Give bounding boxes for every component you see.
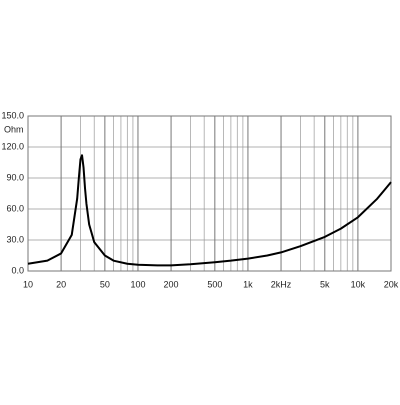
- impedance-line: [27, 154, 392, 267]
- x-tick-label: 1k: [243, 279, 253, 289]
- x-tick-label: 5k: [320, 279, 330, 289]
- y-tick-label: 120.0: [1, 141, 24, 151]
- y-tick-label: 30.0: [6, 234, 24, 244]
- y-unit: Ohm: [4, 124, 24, 134]
- y-tick-label: 0.0: [11, 265, 24, 275]
- x-tick-label: 10k: [351, 279, 366, 289]
- plot-frame: [27, 115, 392, 272]
- x-tick-label: 200: [164, 279, 179, 289]
- x-tick-label: 20k: [384, 279, 399, 289]
- x-tick-label: 500: [207, 279, 222, 289]
- y-tick-label: 150.0: [1, 110, 24, 120]
- y-tick-label: 90.0: [6, 172, 24, 182]
- x-tick-label: 100: [130, 279, 145, 289]
- y-tick-label: 60.0: [6, 203, 24, 213]
- x-tick-label: 10: [23, 279, 33, 289]
- x-tick-label: 2kHz: [271, 279, 292, 289]
- x-tick-label: 50: [100, 279, 110, 289]
- x-tick-label: 20: [56, 279, 66, 289]
